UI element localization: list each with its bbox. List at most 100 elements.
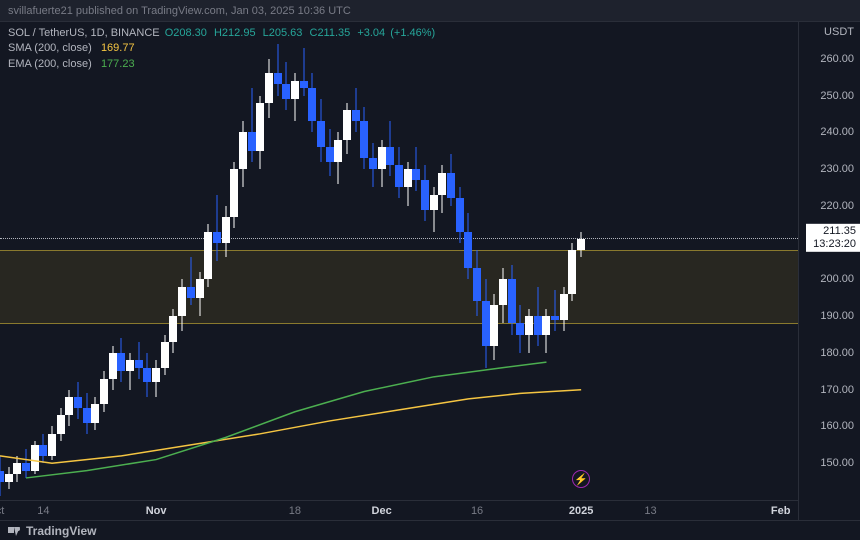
candle xyxy=(135,342,143,379)
candle xyxy=(568,243,576,302)
y-tick-label: 160.00 xyxy=(820,420,854,432)
candle xyxy=(560,287,568,331)
current-price-tag: 211.3513:23:20 xyxy=(806,223,860,251)
candle xyxy=(74,382,82,419)
candle xyxy=(412,147,420,191)
legend: SOL / TetherUS, 1D, BINANCE O208.30 H212… xyxy=(8,26,437,72)
candle xyxy=(490,294,498,360)
x-tick-label: 14 xyxy=(37,505,49,517)
candle xyxy=(178,279,186,330)
candle xyxy=(542,309,550,353)
publish-text: svillafuerte21 published on TradingView.… xyxy=(8,5,351,17)
candle xyxy=(204,224,212,287)
candle xyxy=(343,103,351,154)
y-axis-title: USDT xyxy=(824,26,854,38)
candle xyxy=(256,96,264,170)
candle xyxy=(317,99,325,162)
candle xyxy=(152,360,160,397)
candle xyxy=(395,147,403,198)
candle xyxy=(0,456,4,496)
candle xyxy=(117,338,125,382)
y-axis: USDT 150.00 160.00 170.00 180.00 190.00 200.0… xyxy=(798,22,860,520)
y-tick-label: 190.00 xyxy=(820,310,854,322)
candle xyxy=(447,154,455,205)
footer-brand: TradingView xyxy=(26,524,96,538)
y-tick-label: 250.00 xyxy=(820,90,854,102)
pair-name: SOL / TetherUS, 1D, BINANCE xyxy=(8,27,160,39)
tradingview-logo-icon xyxy=(8,524,22,538)
x-tick-label: ct xyxy=(0,505,4,517)
candle xyxy=(473,250,481,316)
publish-bar: svillafuerte21 published on TradingView.… xyxy=(0,0,860,22)
y-tick-label: 260.00 xyxy=(820,53,854,65)
y-tick-label: 200.00 xyxy=(820,273,854,285)
candle xyxy=(464,213,472,279)
candle xyxy=(551,290,559,330)
candle xyxy=(48,426,56,459)
candle xyxy=(222,206,230,257)
sma-row: SMA (200, close) 169.77 xyxy=(8,41,437,56)
candle xyxy=(326,129,334,177)
candle xyxy=(334,132,342,183)
candle xyxy=(378,140,386,188)
candle xyxy=(126,353,134,390)
x-tick-label: 16 xyxy=(471,505,483,517)
candle xyxy=(438,165,446,213)
x-tick-label: Feb xyxy=(771,505,791,517)
chart-area: SOL / TetherUS, 1D, BINANCE O208.30 H212… xyxy=(0,22,860,520)
event-icon[interactable]: ⚡ xyxy=(572,470,590,488)
x-axis: ct 14 Nov 18 Dec 16 2025 13 Feb xyxy=(0,500,798,520)
x-tick-label: Nov xyxy=(146,505,167,517)
candle xyxy=(308,73,316,132)
x-tick-label: 2025 xyxy=(569,505,593,517)
candle xyxy=(577,232,585,258)
candle xyxy=(456,187,464,242)
candle xyxy=(369,143,377,187)
footer: TradingView xyxy=(0,520,860,540)
candle xyxy=(430,187,438,231)
candle xyxy=(248,88,256,162)
candle xyxy=(57,408,65,441)
price-line xyxy=(0,238,798,239)
candle xyxy=(352,88,360,132)
candle xyxy=(161,335,169,375)
ohlc-row: SOL / TetherUS, 1D, BINANCE O208.30 H212… xyxy=(8,26,437,41)
y-tick-label: 150.00 xyxy=(820,457,854,469)
x-tick-label: Dec xyxy=(372,505,392,517)
x-tick-label: 13 xyxy=(644,505,656,517)
candle xyxy=(39,434,47,463)
candle xyxy=(230,162,238,228)
candle xyxy=(65,390,73,427)
candle xyxy=(404,162,412,206)
candle xyxy=(239,121,247,187)
support-resistance-zone xyxy=(0,250,798,324)
candle xyxy=(213,195,221,261)
y-tick-label: 240.00 xyxy=(820,126,854,138)
ema-row: EMA (200, close) 177.23 xyxy=(8,57,437,72)
candle xyxy=(169,309,177,353)
candle xyxy=(91,397,99,430)
y-tick-label: 220.00 xyxy=(820,200,854,212)
candle xyxy=(143,353,151,397)
candle xyxy=(386,121,394,176)
candle xyxy=(508,265,516,335)
candle xyxy=(516,305,524,353)
candle xyxy=(421,165,429,220)
plot-area[interactable]: SOL / TetherUS, 1D, BINANCE O208.30 H212… xyxy=(0,22,798,520)
candle xyxy=(534,287,542,346)
candle xyxy=(525,309,533,353)
candle xyxy=(13,456,21,482)
candle xyxy=(22,449,30,478)
candle xyxy=(5,467,13,489)
candle xyxy=(499,268,507,323)
y-tick-label: 180.00 xyxy=(820,347,854,359)
candle xyxy=(31,441,39,474)
candle xyxy=(187,257,195,305)
x-tick-label: 18 xyxy=(289,505,301,517)
candle xyxy=(109,346,117,390)
y-tick-label: 170.00 xyxy=(820,384,854,396)
candle xyxy=(100,371,108,411)
candle xyxy=(196,272,204,316)
candle xyxy=(360,107,368,170)
y-tick-label: 230.00 xyxy=(820,163,854,175)
